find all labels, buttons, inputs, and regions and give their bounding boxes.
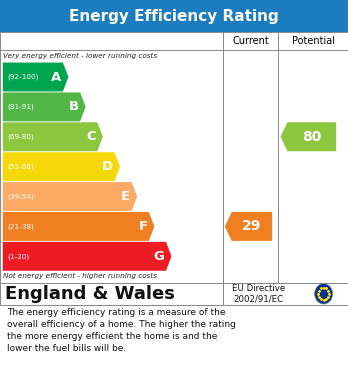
Bar bbox=[0, 283, 348, 305]
Text: (39-54): (39-54) bbox=[7, 193, 34, 200]
Text: E: E bbox=[121, 190, 130, 203]
Text: Potential: Potential bbox=[292, 36, 335, 46]
Text: Very energy efficient - lower running costs: Very energy efficient - lower running co… bbox=[3, 52, 158, 59]
Text: Current: Current bbox=[232, 36, 269, 46]
Polygon shape bbox=[280, 122, 336, 151]
Text: (81-91): (81-91) bbox=[7, 104, 34, 110]
Bar bbox=[0, 32, 348, 283]
Text: F: F bbox=[138, 220, 148, 233]
Text: Not energy efficient - higher running costs: Not energy efficient - higher running co… bbox=[3, 273, 158, 279]
Text: G: G bbox=[154, 250, 165, 263]
Text: The energy efficiency rating is a measure of the
overall efficiency of a home. T: The energy efficiency rating is a measur… bbox=[7, 308, 236, 353]
Text: (55-68): (55-68) bbox=[7, 163, 34, 170]
Text: 29: 29 bbox=[242, 219, 262, 233]
Text: (21-38): (21-38) bbox=[7, 223, 34, 230]
Text: (1-20): (1-20) bbox=[7, 253, 29, 260]
Text: England & Wales: England & Wales bbox=[5, 285, 175, 303]
Circle shape bbox=[315, 284, 333, 304]
Polygon shape bbox=[225, 212, 272, 241]
Polygon shape bbox=[3, 242, 172, 271]
Polygon shape bbox=[3, 152, 120, 181]
Text: 80: 80 bbox=[302, 130, 322, 144]
Polygon shape bbox=[3, 182, 137, 211]
Polygon shape bbox=[3, 212, 155, 241]
Text: (69-80): (69-80) bbox=[7, 134, 34, 140]
Polygon shape bbox=[3, 92, 86, 121]
Text: EU Directive
2002/91/EC: EU Directive 2002/91/EC bbox=[232, 284, 285, 303]
Polygon shape bbox=[3, 63, 69, 91]
Polygon shape bbox=[3, 122, 103, 151]
Text: Energy Efficiency Rating: Energy Efficiency Rating bbox=[69, 9, 279, 23]
Text: A: A bbox=[51, 70, 62, 84]
Text: C: C bbox=[86, 130, 96, 143]
Text: (92-100): (92-100) bbox=[7, 74, 38, 80]
Text: B: B bbox=[69, 100, 79, 113]
Bar bbox=[0, 0, 348, 32]
Text: D: D bbox=[102, 160, 113, 173]
